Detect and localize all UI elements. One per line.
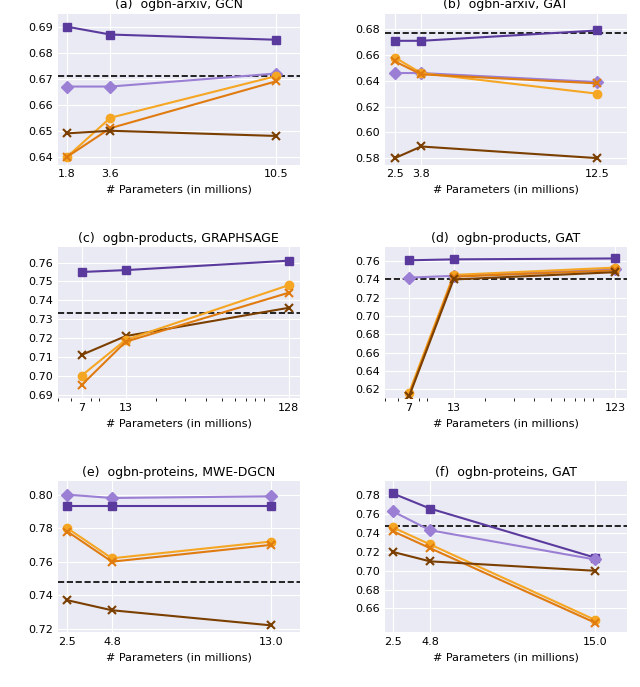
X-axis label: # Parameters (in millions): # Parameters (in millions) — [106, 653, 252, 662]
Title: (b)  ogbn-arxiv, GAT: (b) ogbn-arxiv, GAT — [444, 0, 568, 11]
Title: (f)  ogbn-proteins, GAT: (f) ogbn-proteins, GAT — [435, 466, 577, 479]
X-axis label: # Parameters (in millions): # Parameters (in millions) — [106, 418, 252, 429]
X-axis label: # Parameters (in millions): # Parameters (in millions) — [106, 185, 252, 195]
X-axis label: # Parameters (in millions): # Parameters (in millions) — [433, 653, 579, 662]
Title: (e)  ogbn-proteins, MWE-DGCN: (e) ogbn-proteins, MWE-DGCN — [82, 466, 275, 479]
Title: (d)  ogbn-products, GAT: (d) ogbn-products, GAT — [431, 232, 580, 245]
Title: (c)  ogbn-products, GRAPHSAGE: (c) ogbn-products, GRAPHSAGE — [79, 232, 279, 245]
X-axis label: # Parameters (in millions): # Parameters (in millions) — [433, 418, 579, 429]
X-axis label: # Parameters (in millions): # Parameters (in millions) — [433, 185, 579, 195]
Title: (a)  ogbn-arxiv, GCN: (a) ogbn-arxiv, GCN — [115, 0, 243, 11]
